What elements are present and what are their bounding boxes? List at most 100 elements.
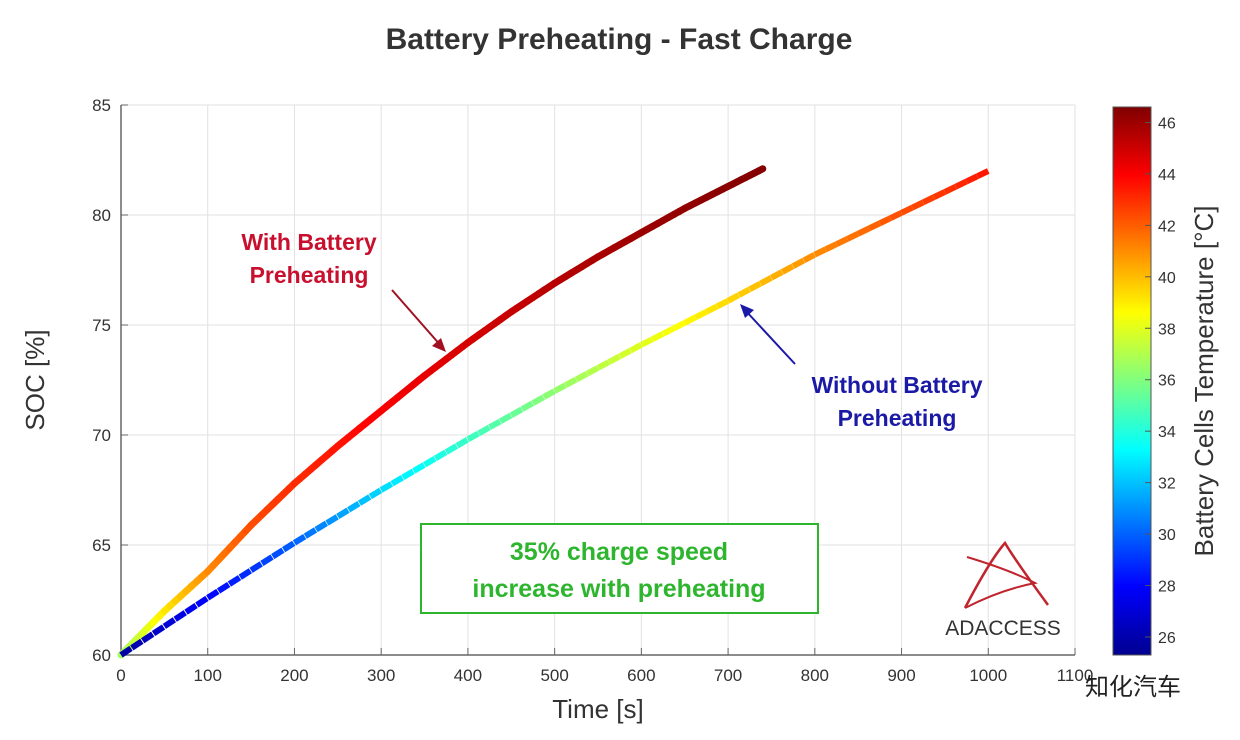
x-tick-label: 700 xyxy=(714,666,742,685)
colorbar-tick-label: 42 xyxy=(1158,218,1176,235)
colorbar-tick-label: 40 xyxy=(1158,270,1176,287)
series-without-preheating-segment xyxy=(531,394,546,406)
series-without-preheating-segment xyxy=(509,406,524,418)
colorbar-ticks: 26 28 30 32 34 36 38 40 42 44 46 xyxy=(1145,115,1176,647)
series-without-preheating-segment xyxy=(325,513,340,526)
series-without-preheating-segment xyxy=(498,412,513,424)
series-without-preheating-segment xyxy=(954,178,968,190)
series-without-preheating-segment xyxy=(791,257,806,269)
colorbar-tick-label: 46 xyxy=(1158,115,1176,132)
series-without-preheating-segment xyxy=(292,533,307,546)
series-without-preheating-segment xyxy=(932,189,947,200)
svg-text:ADACCESS: ADACCESS xyxy=(945,617,1061,640)
series-without-preheating-segment xyxy=(455,436,470,449)
series-without-preheating-segment xyxy=(314,520,329,533)
y-tick-label: 85 xyxy=(92,96,111,115)
x-tick-label: 0 xyxy=(116,666,125,685)
series-without-preheating-segment xyxy=(856,225,871,237)
series-without-preheating-segment xyxy=(965,173,979,185)
series xyxy=(117,165,990,659)
x-axis-label: Time [s] xyxy=(552,694,643,724)
series-without-preheating-segment xyxy=(412,462,427,474)
series-without-preheating-segment xyxy=(770,269,784,281)
x-tick-label: 600 xyxy=(627,666,655,685)
axes: 0 100 200 300 400 500 600 700 800 900 1000 1100 60 65… xyxy=(92,96,1093,685)
colorbar-tick-label: 28 xyxy=(1158,579,1176,596)
series-without-preheating-segment xyxy=(780,263,795,275)
series-without-preheating-segment xyxy=(379,481,394,493)
series-without-preheating-segment xyxy=(238,567,253,580)
series-without-preheating-segment xyxy=(889,210,903,221)
series-without-preheating-segment xyxy=(748,280,763,292)
x-tick-label: 1000 xyxy=(969,666,1007,685)
series-without-preheating-segment xyxy=(390,474,405,487)
box-line1: 35% charge speed xyxy=(510,538,728,566)
series-without-preheating-segment xyxy=(694,309,708,320)
series-without-preheating-segment xyxy=(466,430,481,443)
series-without-preheating-segment xyxy=(976,168,990,179)
x-tick-label: 300 xyxy=(367,666,395,685)
series-without-preheating-segment xyxy=(921,194,936,206)
box-line2: increase with preheating xyxy=(472,575,765,603)
series-without-preheating-segment xyxy=(943,183,958,195)
series-without-preheating-segment xyxy=(564,376,578,388)
x-tick-label: 200 xyxy=(280,666,308,685)
with-label-line2: Preheating xyxy=(250,262,369,288)
with-arrow xyxy=(391,289,443,348)
y-axis-label: SOC [%] xyxy=(20,329,50,430)
colorbar-tick-label: 36 xyxy=(1158,373,1176,390)
series-without-preheating-segment xyxy=(162,616,177,629)
with-label-line1: With Battery xyxy=(241,229,376,255)
series-without-preheating-segment xyxy=(705,303,719,315)
series-without-preheating-segment xyxy=(726,292,741,304)
series-without-preheating-segment xyxy=(596,359,611,371)
colorbar-tick-label: 32 xyxy=(1158,476,1176,493)
x-tick-label: 500 xyxy=(540,666,568,685)
without-arrow-head xyxy=(740,304,754,318)
series-without-preheating-segment xyxy=(911,199,925,211)
series-without-preheating-segment xyxy=(227,574,242,587)
series-without-preheating-segment xyxy=(401,468,416,480)
colorbar-tick-label: 44 xyxy=(1158,167,1176,184)
series-without-preheating-segment xyxy=(433,449,448,461)
series-without-preheating-segment xyxy=(542,388,557,400)
series-without-preheating-segment xyxy=(303,527,318,539)
series-without-preheating-segment xyxy=(184,602,199,615)
series-without-preheating-segment xyxy=(737,286,752,298)
series-without-preheating-segment xyxy=(488,418,502,430)
y-tick-label: 80 xyxy=(92,206,111,225)
series-without-preheating-segment xyxy=(835,236,849,247)
x-tick-label: 100 xyxy=(194,666,222,685)
series-without-preheating-segment xyxy=(585,365,600,377)
series-without-preheating-segment xyxy=(151,623,167,637)
series-without-preheating-segment xyxy=(347,500,362,513)
annotation-box xyxy=(420,523,819,614)
series-without-preheating-segment xyxy=(477,424,492,436)
series-without-preheating-segment xyxy=(672,320,687,331)
series-without-preheating-segment xyxy=(423,455,437,468)
series-without-preheating-segment xyxy=(444,443,459,455)
x-tick-label: 400 xyxy=(454,666,482,685)
series-without-preheating-segment xyxy=(715,298,730,309)
colorbar-tick-label: 30 xyxy=(1158,527,1176,544)
series-without-preheating-segment xyxy=(141,631,156,644)
series-without-preheating-segment xyxy=(867,220,882,232)
x-tick-label: 900 xyxy=(887,666,915,685)
colorbar-label: Battery Cells Temperature [°C] xyxy=(1189,206,1219,557)
series-without-preheating-segment xyxy=(900,204,914,216)
adaccess-logo: ADACCESS xyxy=(945,540,1061,640)
series-without-preheating-segment xyxy=(650,331,665,342)
series-without-preheating-segment xyxy=(260,554,275,566)
series-without-preheating-segment xyxy=(574,371,589,383)
series-without-preheating-segment xyxy=(173,609,188,622)
series-without-preheating-segment xyxy=(206,588,221,601)
series-without-preheating-segment xyxy=(759,275,773,287)
colorbar-tick-label: 26 xyxy=(1158,630,1176,647)
series-without-preheating-segment xyxy=(357,494,372,506)
watermark: 知化汽车 xyxy=(1085,674,1181,701)
series-without-preheating-segment xyxy=(130,638,145,651)
series-without-preheating-segment xyxy=(846,230,860,242)
series-without-preheating-segment xyxy=(249,560,264,573)
